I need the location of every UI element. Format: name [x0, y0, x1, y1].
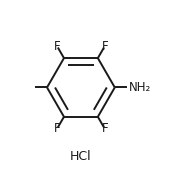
Text: F: F	[54, 40, 60, 53]
Text: F: F	[102, 122, 108, 135]
Text: F: F	[54, 122, 60, 135]
Text: HCl: HCl	[70, 150, 92, 163]
Text: NH₂: NH₂	[129, 81, 152, 94]
Text: F: F	[102, 40, 108, 53]
